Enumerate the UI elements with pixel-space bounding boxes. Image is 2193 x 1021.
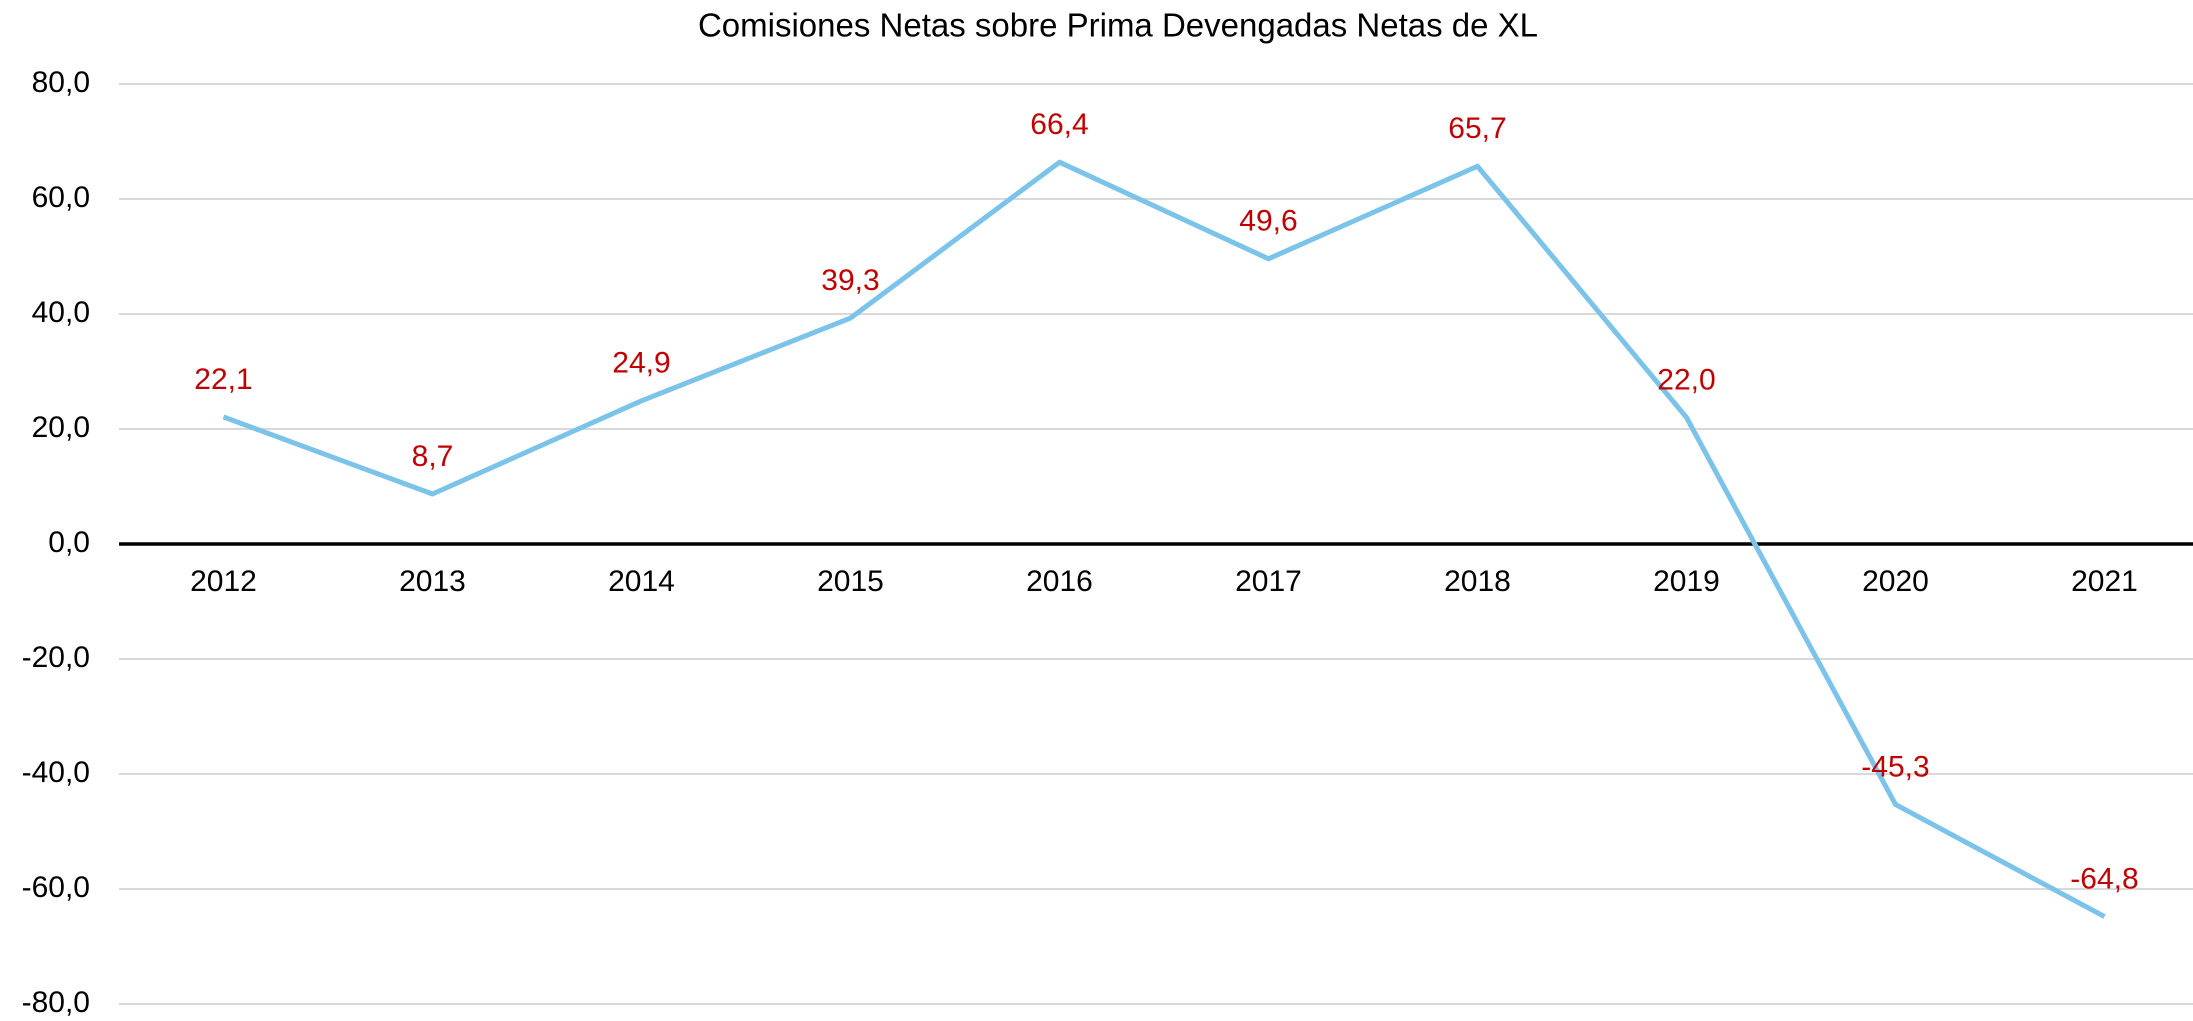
x-tick-label: 2016 bbox=[1026, 565, 1093, 598]
y-tick-label: 60,0 bbox=[32, 181, 90, 214]
x-tick-label: 2012 bbox=[190, 565, 257, 598]
data-label: 49,6 bbox=[1239, 205, 1297, 238]
x-tick-label: 2013 bbox=[399, 565, 466, 598]
x-tick-label: 2021 bbox=[2071, 565, 2138, 598]
data-label: 66,4 bbox=[1030, 108, 1088, 141]
y-tick-label: 20,0 bbox=[32, 411, 90, 444]
x-tick-label: 2018 bbox=[1444, 565, 1511, 598]
x-tick-label: 2017 bbox=[1235, 565, 1302, 598]
x-tick-label: 2014 bbox=[608, 565, 675, 598]
y-tick-label: -40,0 bbox=[22, 756, 90, 789]
data-label: 8,7 bbox=[412, 440, 454, 473]
line bbox=[222, 159, 2106, 919]
data-label: 39,3 bbox=[821, 264, 879, 297]
data-label: 22,1 bbox=[194, 363, 252, 396]
y-tick-label: -80,0 bbox=[22, 986, 90, 1019]
y-tick-label: -20,0 bbox=[22, 641, 90, 674]
data-label: 65,7 bbox=[1448, 112, 1506, 145]
x-tick-label: 2015 bbox=[817, 565, 884, 598]
y-tick-label: -60,0 bbox=[22, 871, 90, 904]
x-tick-label: 2019 bbox=[1653, 565, 1720, 598]
data-label: 24,9 bbox=[612, 347, 670, 380]
data-label: -45,3 bbox=[1861, 750, 1929, 783]
y-tick-label: 80,0 bbox=[32, 66, 90, 99]
chart-title: Comisiones Netas sobre Prima Devengadas … bbox=[698, 7, 1538, 44]
data-label: -64,8 bbox=[2070, 863, 2138, 896]
data-label: 22,0 bbox=[1657, 363, 1715, 396]
y-tick-label: 0,0 bbox=[48, 526, 90, 559]
y-tick-label: 40,0 bbox=[32, 296, 90, 329]
x-tick-label: 2020 bbox=[1862, 565, 1929, 598]
